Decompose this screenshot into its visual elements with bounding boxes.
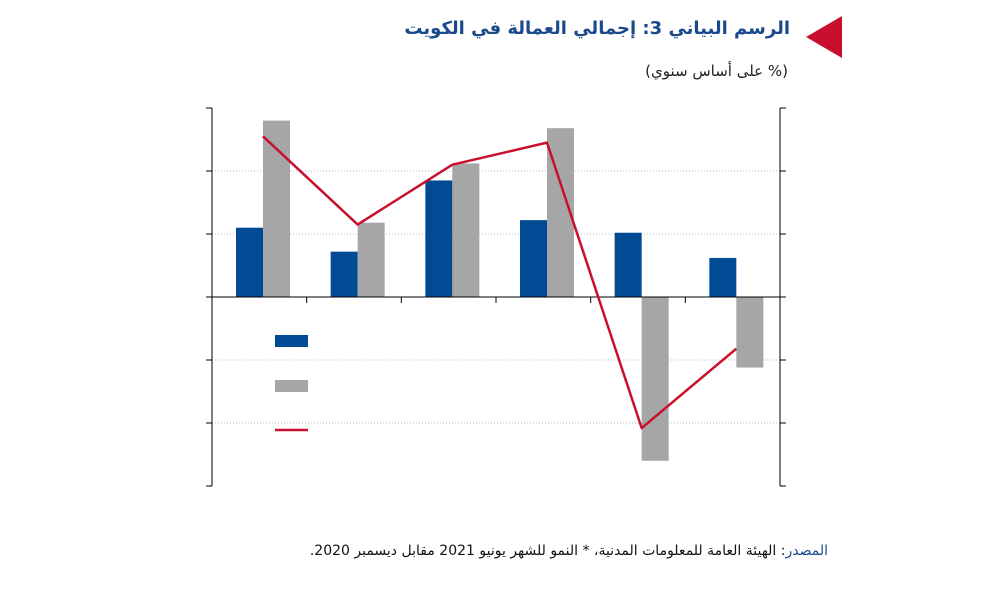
- legend-swatch-series-1: [275, 335, 308, 347]
- bar-series-2: [357, 222, 385, 297]
- bar-series-1: [330, 251, 358, 297]
- chart-subtitle: (% على أساس سنوي): [645, 62, 788, 80]
- source-text: : الهيئة العامة للمعلومات المدنية، * الن…: [309, 543, 786, 559]
- bar-series-2: [452, 163, 480, 297]
- source-note: المصدر: الهيئة العامة للمعلومات المدنية،…: [310, 543, 828, 559]
- chart-title: الرسم البياني 3: إجمالي العمالة في الكوي…: [404, 18, 790, 39]
- bar-series-2: [736, 297, 764, 368]
- bar-series-2: [263, 120, 290, 297]
- bar-series-1: [709, 257, 737, 297]
- line-series-1: [262, 135, 738, 430]
- bar-series-1: [614, 232, 642, 297]
- title-marker-triangle: [806, 16, 842, 58]
- legend-swatch-series-2: [275, 380, 308, 392]
- bar-series-1: [236, 227, 263, 297]
- bar-series-1: [425, 180, 453, 297]
- bar-series-2: [641, 297, 669, 461]
- source-label: المصدر: [785, 543, 829, 559]
- bar-series-1: [520, 220, 547, 297]
